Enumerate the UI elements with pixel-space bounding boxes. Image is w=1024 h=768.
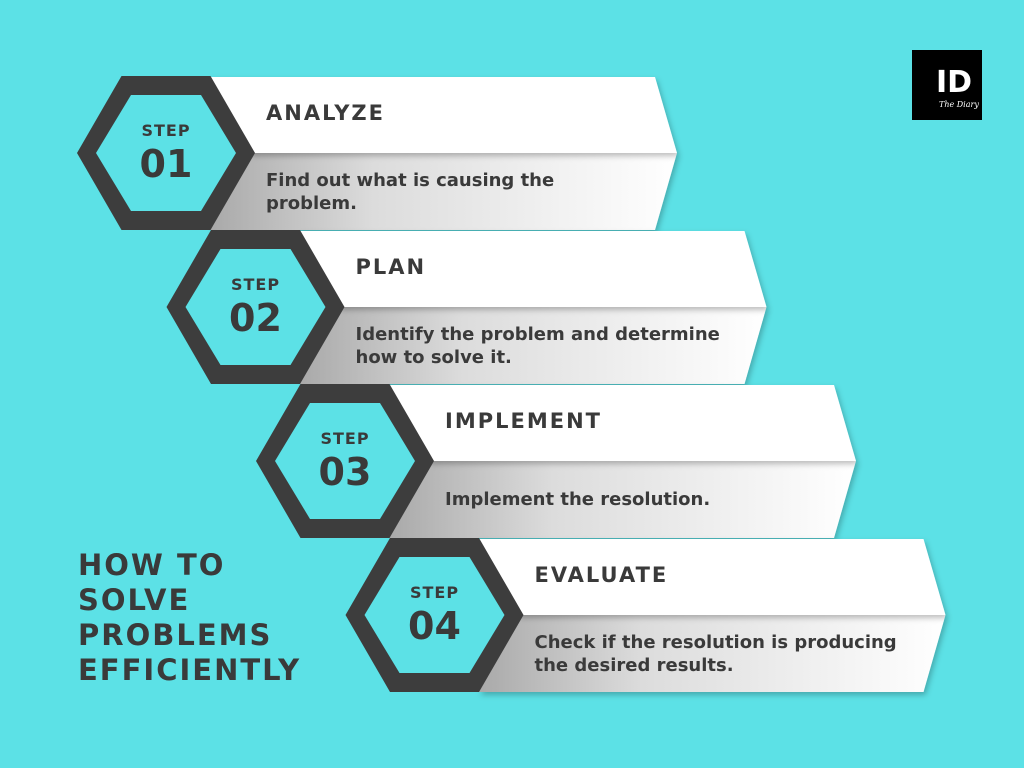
step-banner-top [389,385,856,461]
brand-logo-icon: ID The Diary [912,50,982,120]
logo-monogram: ID [936,65,972,100]
step-number: 04 [408,604,461,648]
step-banner-bottom [299,307,767,384]
step-banner-top [478,539,946,615]
step-word: STEP [320,429,369,448]
step-title: IMPLEMENT [445,409,602,433]
step-number: 03 [319,450,372,494]
step-banner-top [210,77,677,153]
logo-script: The Diary [939,100,979,109]
step-title: PLAN [355,255,427,279]
step-description: Find out what is causing the problem. [266,170,555,214]
step-2: STEP 02 [166,230,767,384]
step-title: ANALYZE [266,101,385,125]
step-number: 02 [229,296,282,340]
step-title: EVALUATE [534,563,669,587]
step-banner-bottom [389,461,856,538]
step-hexagon-inner [96,95,236,211]
step-number: 01 [140,142,193,186]
step-banner-top [299,231,767,307]
step-word: STEP [231,275,280,294]
page-title: HOW TO SOLVE PROBLEMS EFFICIENTLY [78,548,302,687]
step-word: STEP [141,121,190,140]
step-3: STEP 03 [256,384,856,538]
step-description: Identify the problem and determine how t… [355,324,720,368]
step-description: Check if the resolution is producing the… [534,632,897,676]
step-description: Implement the resolution. [445,489,711,510]
step-hexagon-inner [185,249,326,365]
step-1: STEP 01 [77,76,677,230]
step-hexagon-inner [364,557,505,673]
step-hexagon-inner [275,403,415,519]
step-word: STEP [410,583,459,602]
step-banner-bottom [478,615,946,692]
step-banner-bottom [210,153,677,230]
step-4: STEP 04 [345,538,946,692]
logo-mark: ID The Diary [936,65,979,109]
